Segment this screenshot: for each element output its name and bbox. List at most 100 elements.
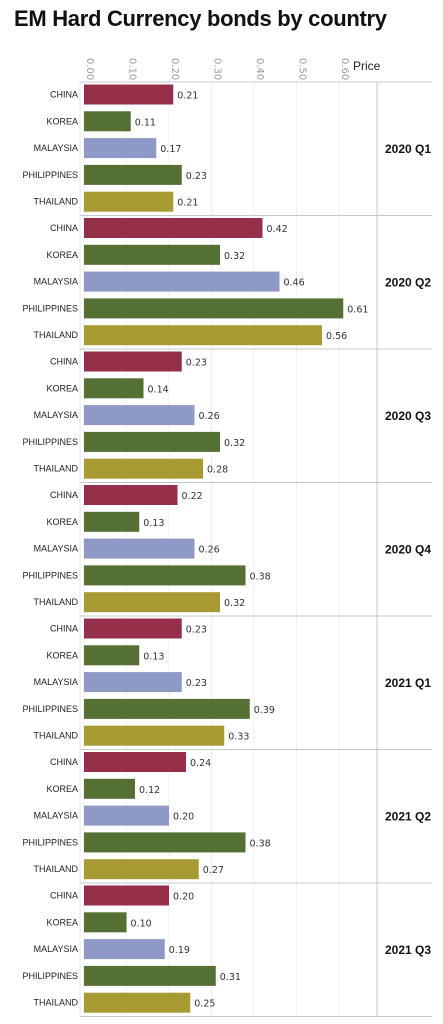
data-label: 0.13 <box>143 651 164 662</box>
category-label: MALAYSIA <box>34 944 78 954</box>
data-label: 0.33 <box>228 732 249 743</box>
data-label: 0.42 <box>267 224 288 235</box>
x-axis-label: Price <box>353 59 381 73</box>
bar <box>84 565 246 586</box>
bar <box>84 84 174 105</box>
category-label: CHINA <box>50 223 78 233</box>
bar <box>84 218 263 238</box>
bar <box>84 752 186 772</box>
bar <box>84 618 182 639</box>
bar <box>84 885 169 906</box>
bar <box>84 458 203 479</box>
category-label: PHILIPPINES <box>22 837 78 847</box>
data-label: 0.23 <box>186 171 207 182</box>
bar <box>84 271 280 292</box>
bar <box>84 939 165 960</box>
data-label: 0.61 <box>347 304 368 315</box>
group-label: 2020 Q1 <box>385 142 431 156</box>
bar <box>84 725 225 746</box>
bar <box>84 325 322 346</box>
category-label: CHINA <box>50 624 78 634</box>
group-label: 2020 Q3 <box>385 409 431 423</box>
category-label: THAILAND <box>33 197 78 207</box>
data-label: 0.14 <box>148 384 169 395</box>
category-label: CHINA <box>50 357 78 367</box>
category-label: MALAYSIA <box>34 677 78 687</box>
data-label: 0.31 <box>220 972 241 983</box>
category-label: THAILAND <box>33 731 78 741</box>
x-tick-label: 0.40 <box>254 58 265 80</box>
data-label: 0.17 <box>160 144 181 155</box>
bar <box>84 859 199 880</box>
group-label: 2021 Q3 <box>385 943 431 957</box>
bar <box>84 164 182 185</box>
bar <box>84 992 191 1013</box>
data-label: 0.19 <box>169 945 190 956</box>
x-tick-label: 0.10 <box>127 58 138 80</box>
bar <box>84 431 220 452</box>
bar <box>84 832 246 853</box>
group-label: 2020 Q2 <box>385 275 431 289</box>
group-label: 2021 Q1 <box>385 676 431 690</box>
bar <box>84 111 131 132</box>
category-label: PHILIPPINES <box>22 170 78 180</box>
category-label: PHILIPPINES <box>22 570 78 580</box>
category-label: CHINA <box>50 490 78 500</box>
data-label: 0.32 <box>224 438 245 449</box>
bar <box>84 405 195 426</box>
category-label: CHINA <box>50 891 78 901</box>
category-label: THAILAND <box>33 464 78 474</box>
bar <box>84 538 195 559</box>
group-label: 2020 Q4 <box>385 542 431 556</box>
x-tick-label: 0.20 <box>169 58 180 80</box>
group-label: 2021 Q2 <box>385 809 431 823</box>
bar <box>84 778 135 799</box>
bar <box>84 485 178 505</box>
data-label: 0.23 <box>186 625 207 636</box>
category-label: KOREA <box>46 517 78 527</box>
data-label: 0.39 <box>254 705 275 716</box>
bar <box>84 805 169 826</box>
category-label: MALAYSIA <box>34 410 78 420</box>
category-label: THAILAND <box>33 998 78 1008</box>
data-label: 0.23 <box>186 678 207 689</box>
data-label: 0.32 <box>224 598 245 609</box>
x-tick-label: 0.00 <box>84 58 95 80</box>
category-label: PHILIPPINES <box>22 971 78 981</box>
category-label: CHINA <box>50 757 78 767</box>
category-label: THAILAND <box>33 864 78 874</box>
data-label: 0.12 <box>139 785 160 796</box>
data-label: 0.22 <box>182 491 203 502</box>
data-label: 0.20 <box>173 812 194 823</box>
category-label: KOREA <box>46 784 78 794</box>
data-label: 0.27 <box>203 865 224 876</box>
data-label: 0.46 <box>284 278 305 289</box>
data-label: 0.20 <box>173 892 194 903</box>
bar <box>84 244 220 265</box>
category-label: PHILIPPINES <box>22 303 78 313</box>
bar <box>84 965 216 986</box>
data-label: 0.56 <box>326 331 347 342</box>
data-label: 0.38 <box>250 838 271 849</box>
bar <box>84 698 250 719</box>
bar <box>84 191 174 212</box>
bar <box>84 138 157 159</box>
category-label: MALAYSIA <box>34 811 78 821</box>
category-label: KOREA <box>46 250 78 260</box>
category-label: THAILAND <box>33 330 78 340</box>
data-label: 0.21 <box>177 198 198 209</box>
category-label: KOREA <box>46 917 78 927</box>
category-label: PHILIPPINES <box>22 704 78 714</box>
data-label: 0.38 <box>250 571 271 582</box>
x-tick-label: 0.60 <box>339 58 350 80</box>
data-label: 0.26 <box>199 545 220 556</box>
bar <box>84 378 144 399</box>
category-label: MALAYSIA <box>34 143 78 153</box>
bar <box>84 298 344 319</box>
bar <box>84 645 140 666</box>
category-label: THAILAND <box>33 597 78 607</box>
bar <box>84 511 140 532</box>
category-label: PHILIPPINES <box>22 437 78 447</box>
x-tick-label: 0.30 <box>212 58 223 80</box>
